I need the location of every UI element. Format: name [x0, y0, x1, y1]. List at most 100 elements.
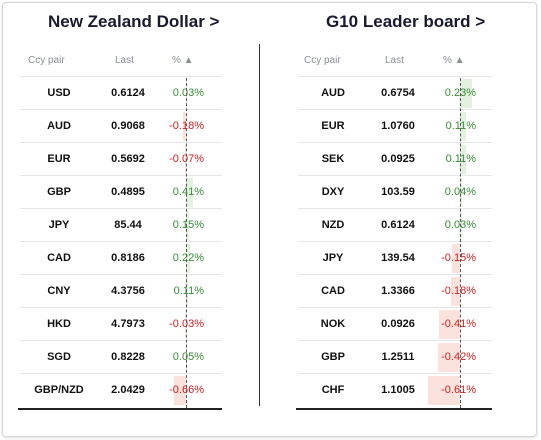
col-header-pct[interactable]: % ▲	[172, 55, 194, 66]
currency-pair[interactable]: CAD	[321, 285, 345, 297]
percent-change: -0.18%	[169, 120, 204, 132]
currency-pair[interactable]: NOK	[320, 318, 346, 330]
col-header-pair[interactable]: Ccy pair	[304, 55, 341, 66]
table-row[interactable]: DXY 103.59 0.04%	[298, 175, 492, 209]
last-price: 0.5692	[111, 153, 145, 165]
last-price: 103.59	[381, 186, 415, 198]
last-price: 0.6124	[111, 87, 145, 99]
last-price: 0.6124	[381, 219, 415, 231]
percent-change: -0.61%	[441, 384, 476, 396]
percent-change: -0.15%	[441, 252, 476, 264]
last-price: 0.6754	[381, 87, 415, 99]
table-row[interactable]: CAD 0.8186 0.22%	[20, 241, 222, 275]
table-row[interactable]: EUR 0.5692 -0.07%	[20, 142, 222, 176]
currency-pair[interactable]: EUR	[321, 120, 345, 132]
percent-change: -0.07%	[169, 153, 204, 165]
percent-change: -0.42%	[441, 351, 476, 363]
currency-pair[interactable]: HKD	[47, 318, 71, 330]
last-price: 0.0926	[381, 318, 415, 330]
table-row[interactable]: CHF 1.1005 -0.61%	[298, 373, 492, 407]
zero-line	[460, 78, 461, 408]
table-row[interactable]: HKD 4.7973 -0.03%	[20, 307, 222, 341]
last-price: 1.3366	[381, 285, 415, 297]
last-price: 4.7973	[111, 318, 145, 330]
currency-pair[interactable]: GBP	[321, 351, 345, 363]
percent-change: 0.15%	[172, 219, 204, 231]
percent-change: -0.03%	[169, 318, 204, 330]
change-bar-positive	[460, 79, 472, 108]
table-row[interactable]: AUD 0.6754 0.23%	[298, 76, 492, 110]
change-bar-positive	[186, 211, 189, 240]
table-row[interactable]: GBP 1.2511 -0.42%	[298, 340, 492, 374]
currency-pair[interactable]: EUR	[47, 153, 71, 165]
change-bar-negative	[182, 112, 186, 141]
last-price: 2.0429	[111, 384, 145, 396]
col-header-last[interactable]: Last	[385, 55, 404, 66]
col-header-pair[interactable]: Ccy pair	[28, 55, 65, 66]
currency-pair[interactable]: SGD	[47, 351, 71, 363]
currency-pair[interactable]: GBP/NZD	[34, 384, 84, 396]
col-header-pct[interactable]: % ▲	[443, 55, 465, 66]
percent-change: 0.22%	[172, 252, 204, 264]
last-price: 85.44	[114, 219, 142, 231]
g10-table: Ccy pair Last % ▲ AUD 0.6754 0.23% EUR 1.076…	[296, 46, 492, 410]
last-price: 4.3756	[111, 285, 145, 297]
last-price: 0.4895	[111, 186, 145, 198]
table-row[interactable]: USD 0.6124 0.03%	[20, 76, 222, 110]
change-bar-positive	[460, 145, 466, 174]
table-bottom-rule	[296, 408, 492, 410]
table-bottom-rule	[18, 408, 222, 410]
last-price: 0.0925	[381, 153, 415, 165]
change-bar-negative	[438, 310, 460, 339]
nzd-title-link[interactable]: New Zealand Dollar >	[48, 12, 220, 31]
percent-change: 0.11%	[173, 285, 204, 297]
last-price: 0.9068	[111, 120, 145, 132]
change-bar-positive	[460, 178, 463, 207]
change-bar-negative	[452, 244, 460, 273]
currency-pair[interactable]: DXY	[321, 186, 345, 198]
currency-pair[interactable]: NZD	[321, 219, 345, 231]
percent-change: 0.41%	[172, 186, 204, 198]
change-bar-positive	[186, 178, 194, 207]
currency-pair[interactable]: CHF	[321, 384, 345, 396]
last-price: 0.8228	[111, 351, 145, 363]
currency-pair[interactable]: CAD	[47, 252, 71, 264]
table-row[interactable]: GBP/NZD 2.0429 -0.66%	[20, 373, 222, 407]
table-row[interactable]: NOK 0.0926 -0.41%	[298, 307, 492, 341]
col-header-last[interactable]: Last	[115, 55, 134, 66]
last-price: 1.2511	[381, 351, 415, 363]
currency-pair[interactable]: AUD	[47, 120, 71, 132]
percent-change: 0.03%	[172, 87, 204, 99]
table-row[interactable]: EUR 1.0760 0.11%	[298, 109, 492, 143]
table-row[interactable]: SGD 0.8228 0.05%	[20, 340, 222, 374]
percent-change: 0.11%	[445, 120, 476, 132]
currency-pair[interactable]: USD	[47, 87, 71, 99]
currency-pair[interactable]: JPY	[322, 252, 344, 264]
change-bar-negative	[428, 376, 460, 405]
change-bar-positive	[460, 112, 466, 141]
table-row[interactable]: CAD 1.3366 -0.18%	[298, 274, 492, 308]
currency-pair[interactable]: JPY	[48, 219, 70, 231]
percent-change: 0.05%	[172, 351, 204, 363]
table-row[interactable]: NZD 0.6124 0.03%	[298, 208, 492, 242]
table-row[interactable]: JPY 85.44 0.15%	[20, 208, 222, 242]
currency-pair[interactable]: GBP	[47, 186, 71, 198]
g10-title-link[interactable]: G10 Leader board >	[326, 12, 486, 31]
table-row[interactable]: GBP 0.4895 0.41%	[20, 175, 222, 209]
last-price: 1.1005	[381, 384, 415, 396]
percent-change: -0.18%	[441, 285, 476, 297]
table-row[interactable]: CNY 4.3756 0.11%	[20, 274, 222, 308]
percent-change: -0.41%	[441, 318, 476, 330]
currency-pair[interactable]: SEK	[321, 153, 345, 165]
table-row[interactable]: AUD 0.9068 -0.18%	[20, 109, 222, 143]
currency-pair[interactable]: AUD	[321, 87, 345, 99]
percent-change: 0.23%	[444, 87, 476, 99]
percent-change: 0.03%	[444, 219, 476, 231]
change-bar-negative	[184, 145, 186, 174]
currency-pair[interactable]: CNY	[47, 285, 71, 297]
table-row[interactable]: JPY 139.54 -0.15%	[298, 241, 492, 275]
table-row[interactable]: SEK 0.0925 0.11%	[298, 142, 492, 176]
percent-change: -0.66%	[169, 384, 204, 396]
change-bar-negative	[185, 310, 187, 339]
change-bar-negative	[450, 277, 460, 306]
